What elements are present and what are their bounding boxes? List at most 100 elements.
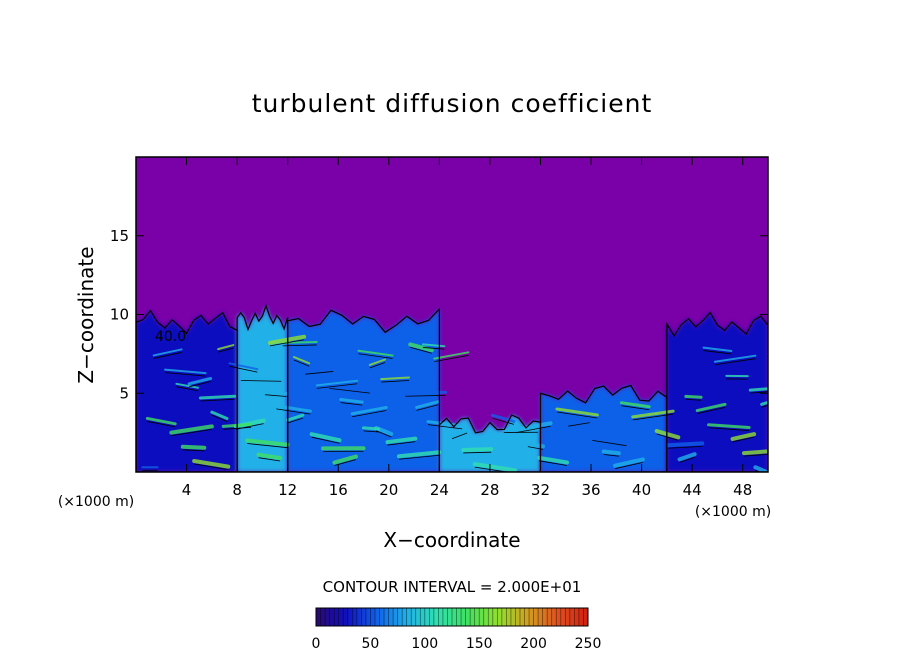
field-streak [461, 447, 494, 452]
field-streak [228, 362, 259, 371]
contour-line [311, 436, 340, 444]
field-streak [239, 376, 283, 380]
contour-line [229, 365, 258, 373]
field-streak [415, 400, 440, 409]
field-streak [426, 420, 464, 428]
contour-line [381, 380, 410, 383]
field-region [136, 310, 238, 472]
field-streak [760, 400, 768, 406]
contour-line [685, 399, 702, 401]
field-streak [245, 438, 290, 447]
contour-line [363, 430, 379, 433]
contour-line [136, 309, 238, 472]
contour-line [398, 454, 440, 460]
contour-line [165, 372, 206, 377]
contour-line [182, 449, 205, 452]
field-streak [707, 423, 751, 430]
x-tick-label: 24 [430, 481, 449, 499]
contour-line [153, 352, 182, 359]
contour-line [516, 425, 551, 433]
contour-line [264, 394, 287, 397]
colorbar-stripes [320, 608, 584, 626]
contour-line [405, 394, 446, 397]
field-streak [217, 344, 235, 351]
field-streak [396, 450, 442, 459]
field-streak [198, 394, 237, 400]
x-tick-label: 32 [531, 481, 550, 499]
contour-line [358, 353, 393, 359]
contour-line [194, 463, 229, 471]
contour-line [410, 347, 432, 354]
field-streak [666, 441, 705, 448]
field-streak [256, 452, 283, 460]
x-axis-label: X−coordinate [383, 528, 520, 552]
contour-line [556, 411, 598, 419]
contour-line [621, 405, 650, 411]
colorbar-tick-label: 50 [361, 636, 379, 652]
contour-line [708, 427, 750, 431]
contour-line [539, 460, 568, 466]
contour-line [305, 371, 334, 375]
field-streak [169, 424, 214, 435]
colorbar-tick-label: 0 [312, 636, 321, 652]
field-streak [304, 367, 335, 373]
contour-line [679, 456, 695, 463]
contour-line [147, 421, 176, 428]
contour-line [666, 311, 768, 472]
field-layer [136, 305, 768, 472]
contour-line [223, 426, 252, 430]
y-tick-label: 10 [110, 306, 129, 324]
field-streak [472, 462, 518, 472]
field-streak [274, 404, 312, 413]
contour-line [463, 451, 492, 454]
field-streak [175, 382, 199, 389]
contour-line [276, 408, 311, 415]
field-streak [713, 354, 757, 363]
field-streak [601, 449, 621, 456]
field-region [237, 305, 288, 472]
x-tick-label: 20 [379, 481, 398, 499]
contour-line [316, 383, 358, 389]
contour-line [176, 386, 199, 392]
y-axis-label: Z−coordinate [74, 246, 98, 383]
y-axis-ticks: 5 10 15 [110, 227, 768, 402]
field-streak [702, 346, 733, 352]
field-streak [350, 405, 388, 416]
field-streak [619, 401, 651, 409]
x-tick-label: 4 [182, 481, 192, 499]
contour-line [269, 339, 305, 347]
field-streak [339, 398, 364, 404]
field-streak [385, 436, 418, 445]
contour-line [743, 453, 768, 457]
field-streak [741, 449, 768, 456]
field-streak [613, 457, 645, 468]
field-streak [315, 379, 359, 387]
contour-line [340, 402, 363, 406]
x-tick-label: 40 [632, 481, 651, 499]
colorbar: 0 50 100 150 200 250 [312, 607, 602, 652]
contour-line [422, 347, 445, 350]
contour-line [568, 422, 590, 427]
contour-line [369, 362, 386, 369]
field-streak [654, 429, 681, 440]
colorbar-tick-label: 250 [575, 636, 602, 652]
contour-line [416, 404, 439, 411]
chart-title: turbulent diffusion coefficient [252, 89, 653, 118]
field-region [540, 385, 667, 472]
x-tick-label: 44 [683, 481, 702, 499]
contour-line [387, 441, 416, 446]
y-axis-unit: (×1000 m) [58, 494, 134, 510]
field-streak [263, 390, 288, 395]
field-streak [566, 418, 592, 425]
field-streak [450, 428, 470, 438]
contour-line [474, 466, 510, 472]
field-streak [537, 455, 570, 465]
contour-line [592, 439, 627, 447]
x-axis-unit: (×1000 m) [695, 504, 771, 520]
x-axis-ticks: 4 8 12 16 20 24 28 32 36 40 44 48 [182, 157, 752, 499]
contour-line [188, 381, 211, 388]
colorbar-tick-labels: 0 50 100 150 200 250 [312, 636, 602, 652]
field-region [666, 312, 768, 472]
contour-line [668, 445, 703, 449]
plot-area [136, 157, 768, 472]
